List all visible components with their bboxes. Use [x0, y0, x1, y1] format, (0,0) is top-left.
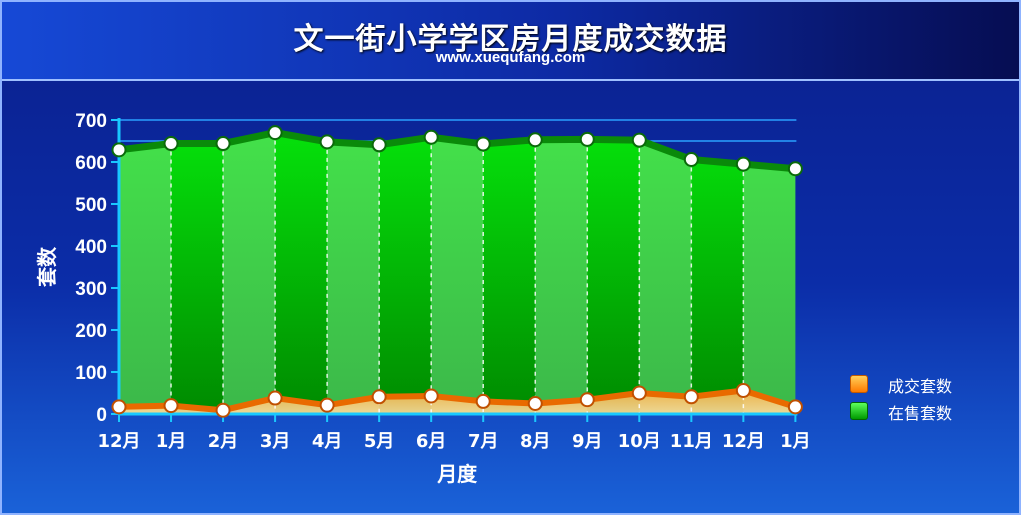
legend-swatch-deals [850, 375, 868, 393]
point-deals [631, 385, 647, 401]
point-deals [423, 388, 439, 404]
x-axis-title: 月度 [436, 462, 478, 486]
point-deals [163, 398, 179, 414]
area-stripe [431, 132, 484, 414]
area-stripe [483, 132, 536, 414]
point-deals [527, 396, 543, 411]
area-stripe [379, 132, 432, 414]
point-listings [579, 131, 595, 147]
area-stripe [327, 132, 380, 414]
point-listings [683, 151, 699, 167]
x-tick-label: 1月 [780, 431, 811, 452]
x-tick-label: 9月 [572, 431, 603, 452]
area-stripe [743, 132, 796, 414]
x-tick-label: 12月 [722, 431, 765, 452]
y-tick-label: 200 [75, 321, 107, 342]
x-tick-label: 6月 [416, 431, 447, 452]
point-listings [215, 136, 231, 152]
area-stripe [275, 132, 328, 414]
x-tick-label: 10月 [618, 431, 661, 452]
x-tick-label: 2月 [208, 431, 239, 452]
area-stripe [587, 132, 640, 414]
point-listings [111, 142, 127, 158]
legend-swatch-listings [850, 402, 868, 420]
x-tick-label: 3月 [260, 431, 291, 452]
point-deals [319, 397, 335, 413]
series-line-listings [118, 129, 796, 173]
point-listings [735, 156, 751, 172]
point-listings [527, 132, 543, 148]
x-tick-label: 5月 [364, 431, 395, 452]
axis-labels: 0 100 200 300 400 500 600 700 12月 1月 2月 3月 4月 5月 6月 7月 8… [35, 111, 811, 486]
area-stripe [171, 132, 224, 414]
point-deals [683, 389, 699, 405]
point-deals [111, 399, 127, 415]
point-listings [787, 161, 803, 177]
series-line-deals [118, 387, 797, 414]
y-axis-title: 套数 [35, 246, 59, 287]
area-stripe [223, 132, 276, 414]
point-listings [423, 129, 439, 145]
point-listings [267, 125, 283, 141]
y-tick-label: 700 [75, 111, 107, 132]
x-tick-label: 1月 [156, 431, 187, 452]
y-tick-label: 100 [75, 363, 107, 384]
point-deals [787, 399, 803, 415]
y-tick-label: 600 [75, 153, 107, 174]
x-tick-label: 12月 [97, 431, 140, 452]
point-listings [475, 136, 491, 152]
area-stripe [535, 132, 588, 414]
point-listings [319, 134, 335, 150]
area-stripe [691, 132, 744, 414]
point-deals [371, 389, 387, 405]
axes [111, 118, 798, 422]
point-deals [735, 382, 751, 398]
chart-title: 文一街小学学区房月度成交数据 [293, 22, 728, 57]
point-deals [579, 392, 595, 408]
header-bar: 文一街小学学区房月度成交数据 www.xuequfang.com [2, 2, 1019, 81]
x-tick-label: 8月 [520, 431, 551, 452]
point-deals [475, 393, 491, 409]
y-tick-label: 400 [75, 237, 107, 258]
y-tick-label: 500 [75, 195, 107, 216]
series-lines [118, 129, 797, 414]
area-stripe [639, 132, 692, 414]
x-tick-label: 7月 [468, 431, 499, 452]
x-tick-label: 4月 [312, 431, 343, 452]
dashed-separators [170, 132, 745, 414]
legend-label-listings: 在售套数 [888, 404, 953, 423]
y-tick-label: 0 [96, 405, 107, 426]
x-tick-label: 11月 [670, 431, 713, 452]
data-points [111, 125, 803, 418]
point-listings [371, 137, 387, 153]
y-tick-label: 300 [75, 279, 107, 300]
green-area-stripes [119, 132, 796, 414]
point-listings [631, 132, 647, 148]
point-deals [267, 390, 283, 406]
area-stripe [119, 132, 172, 414]
point-deals [215, 402, 231, 418]
point-listings [163, 136, 179, 152]
chart-subtitle: www.xuequfang.com [435, 49, 586, 66]
legend-label-deals: 成交套数 [888, 377, 953, 396]
